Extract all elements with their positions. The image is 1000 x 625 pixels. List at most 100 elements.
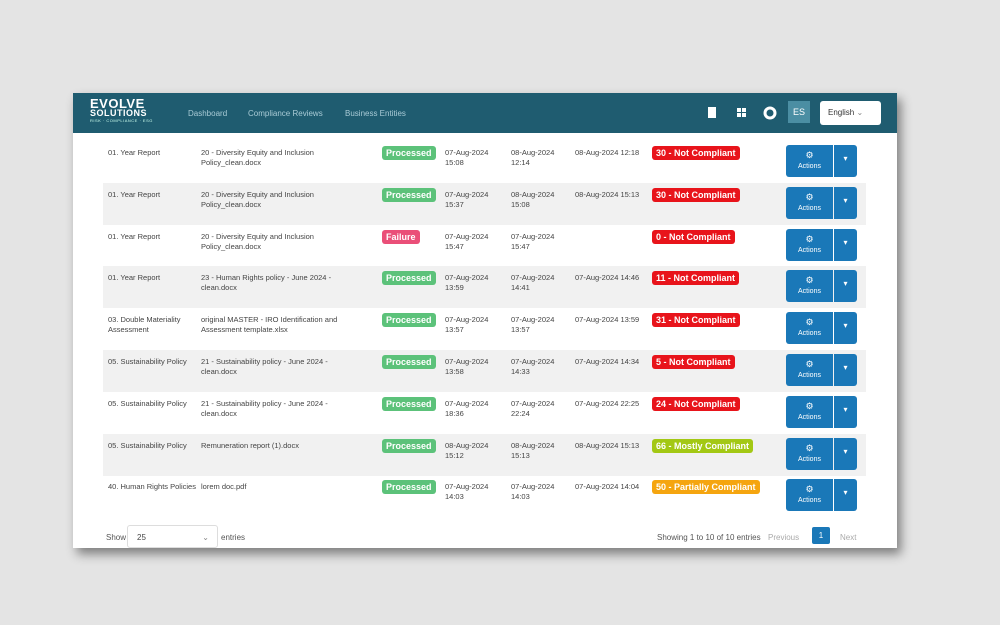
status-badge: Processed <box>382 271 436 286</box>
actions-label: Actions <box>798 497 821 505</box>
icons <box>708 106 777 120</box>
next[interactable]: Next <box>840 533 857 542</box>
actions-button[interactable]: ⚙ Actions <box>786 437 833 470</box>
actions-label: Actions <box>798 288 821 296</box>
actions-button[interactable]: ⚙ Actions <box>786 270 833 303</box>
started-date: 07-Aug-2024 13:57 <box>511 315 555 335</box>
started-date: 08-Aug-2024 15:13 <box>511 440 555 460</box>
completed-date: 07-Aug-2024 14:34 <box>575 357 640 366</box>
actions-label: Actions <box>798 246 821 254</box>
entries-label: entries <box>221 533 246 542</box>
started-date: 07-Aug-2024 14:33 <box>511 357 555 376</box>
actions-label: Actions <box>798 330 821 338</box>
created-date: 07-Aug-2024 14:03 <box>445 482 489 502</box>
completed-date: 07-Aug-2024 13:59 <box>575 315 640 325</box>
status-badge: Processed <box>382 438 436 453</box>
table-row: 40. Human Rights Policies lorem doc.pdf Pr… <box>103 475 866 517</box>
created-date: 07-Aug-2024 13:59 <box>445 273 489 293</box>
language: English <box>828 108 855 117</box>
status-badge: Failure <box>382 229 420 244</box>
actions-button[interactable]: ⚙ Actions <box>786 395 833 428</box>
actions-button[interactable]: ⚙ Actions <box>786 312 833 345</box>
created-date: 08-Aug-2024 15:12 <box>445 440 489 460</box>
completed-date: 07-Aug-2024 14:46 <box>575 273 640 283</box>
show-label: Show <box>106 533 127 542</box>
document: original MASTER - IRO Identification and… <box>201 315 338 335</box>
status-badge: Processed <box>382 313 436 328</box>
category: 01. Year Report <box>108 231 161 241</box>
nav-link[interactable]: Business Entities <box>345 109 406 118</box>
actions-dropdown[interactable]: ▾ <box>834 186 857 219</box>
previous[interactable]: Previous <box>768 533 800 542</box>
app-window: EVOLVE SOLUTIONS RISK · COMPLIANCE · ESG… <box>73 93 897 548</box>
started-date: 07-Aug-2024 14:41 <box>511 273 555 293</box>
category: 03. Double Materiality Assessment <box>108 315 181 335</box>
actions-dropdown[interactable]: ▾ <box>834 437 857 470</box>
created-date: 07-Aug-2024 13:57 <box>445 315 489 335</box>
document: Remuneration report (1).docx <box>201 440 299 450</box>
actions-button[interactable]: ⚙ Actions <box>786 145 833 177</box>
table-row: 01. Year Report 20 - Diversity Equity and… <box>103 225 866 267</box>
completed-date: 08-Aug-2024 15:13 <box>575 189 640 199</box>
actions-button[interactable]: ⚙ Actions <box>786 186 833 219</box>
actions-dropdown[interactable]: ▾ <box>834 228 857 261</box>
actions-label: Actions <box>798 413 821 421</box>
settings-icon[interactable] <box>763 106 777 120</box>
nav-link[interactable]: Dashboard <box>188 109 228 118</box>
completed-date: 08-Aug-2024 15:13 <box>575 440 640 450</box>
actions-dropdown[interactable]: ▾ <box>834 312 857 345</box>
category: 05. Sustainability Policy <box>108 398 187 408</box>
document: 23 - Human Rights policy - June 2024 - c… <box>201 273 332 293</box>
actions-dropdown[interactable]: ▾ <box>834 479 857 512</box>
created-date: 07-Aug-2024 18:36 <box>445 398 489 418</box>
table-row: 05. Sustainability Policy Remuneration re… <box>103 433 866 476</box>
table-row: 01. Year Report 20 - Diversity Equity and… <box>103 182 866 225</box>
table-row: 05. Sustainability Policy 21 - Sustainabi… <box>103 350 866 392</box>
page-button[interactable]: 1 <box>812 527 830 544</box>
category: 01. Year Report <box>108 273 161 283</box>
category: 05. Sustainability Policy <box>108 440 187 450</box>
document: 21 - Sustainability policy - June 2024 -… <box>201 357 328 376</box>
actions-button[interactable]: ⚙ Actions <box>786 479 833 512</box>
actions-dropdown[interactable]: ▾ <box>834 270 857 303</box>
actions-label: Actions <box>798 455 821 463</box>
table-row: 01. Year Report 20 - Diversity Equity and… <box>103 141 866 183</box>
avatar[interactable]: ES <box>788 101 810 123</box>
created-date: 07-Aug-2024 15:08 <box>445 148 489 167</box>
compliance-badge: 31 - Not Compliant <box>652 313 740 328</box>
page-size: 25 <box>137 533 146 542</box>
logo-title: EVOLVE <box>90 96 145 111</box>
actions-label: Actions <box>798 372 821 379</box>
top-bar: EVOLVE SOLUTIONS RISK · COMPLIANCE · ESG… <box>73 93 897 133</box>
document-icon[interactable] <box>708 107 716 118</box>
started-date: 08-Aug-2024 12:14 <box>511 148 555 167</box>
category: 01. Year Report <box>108 148 161 157</box>
nav-link[interactable]: Compliance Reviews <box>248 109 323 118</box>
status-badge: Processed <box>382 480 436 495</box>
actions-button[interactable]: ⚙ Actions <box>786 354 833 386</box>
actions-dropdown[interactable]: ▾ <box>834 395 857 428</box>
status-badge: Processed <box>382 396 436 411</box>
status-badge: Processed <box>382 187 436 202</box>
grid-icon[interactable] <box>737 108 746 117</box>
document: 20 - Diversity Equity and Inclusion Poli… <box>201 231 314 251</box>
created-date: 07-Aug-2024 13:58 <box>445 357 489 376</box>
compliance-badge: 50 - Partially Compliant <box>652 480 760 495</box>
table-row: 03. Double Materiality Assessment origina… <box>103 308 866 350</box>
compliance-badge: 11 - Not Compliant <box>652 271 740 286</box>
document: 21 - Sustainability policy - June 2024 -… <box>201 398 328 418</box>
actions-button[interactable]: ⚙ Actions <box>786 228 833 261</box>
compliance-badge: 0 - Not Compliant <box>652 229 735 244</box>
table-row: 05. Sustainability Policy 21 - Sustainabi… <box>103 392 866 434</box>
document: 20 - Diversity Equity and Inclusion Poli… <box>201 189 314 209</box>
started-date: 08-Aug-2024 15:08 <box>511 189 555 209</box>
actions-dropdown[interactable]: ▾ <box>834 145 857 177</box>
actions-dropdown[interactable]: ▾ <box>834 354 857 386</box>
language-select[interactable]: English ⌄ <box>820 101 881 125</box>
page-size-select[interactable]: 25 ⌄ <box>127 525 218 548</box>
compliance-badge: 30 - Not Compliant <box>652 146 740 160</box>
compliance-badge: 24 - Not Compliant <box>652 396 740 411</box>
compliance-badge: 66 - Mostly Compliant <box>652 438 754 453</box>
category: 40. Human Rights Policies <box>108 482 196 492</box>
